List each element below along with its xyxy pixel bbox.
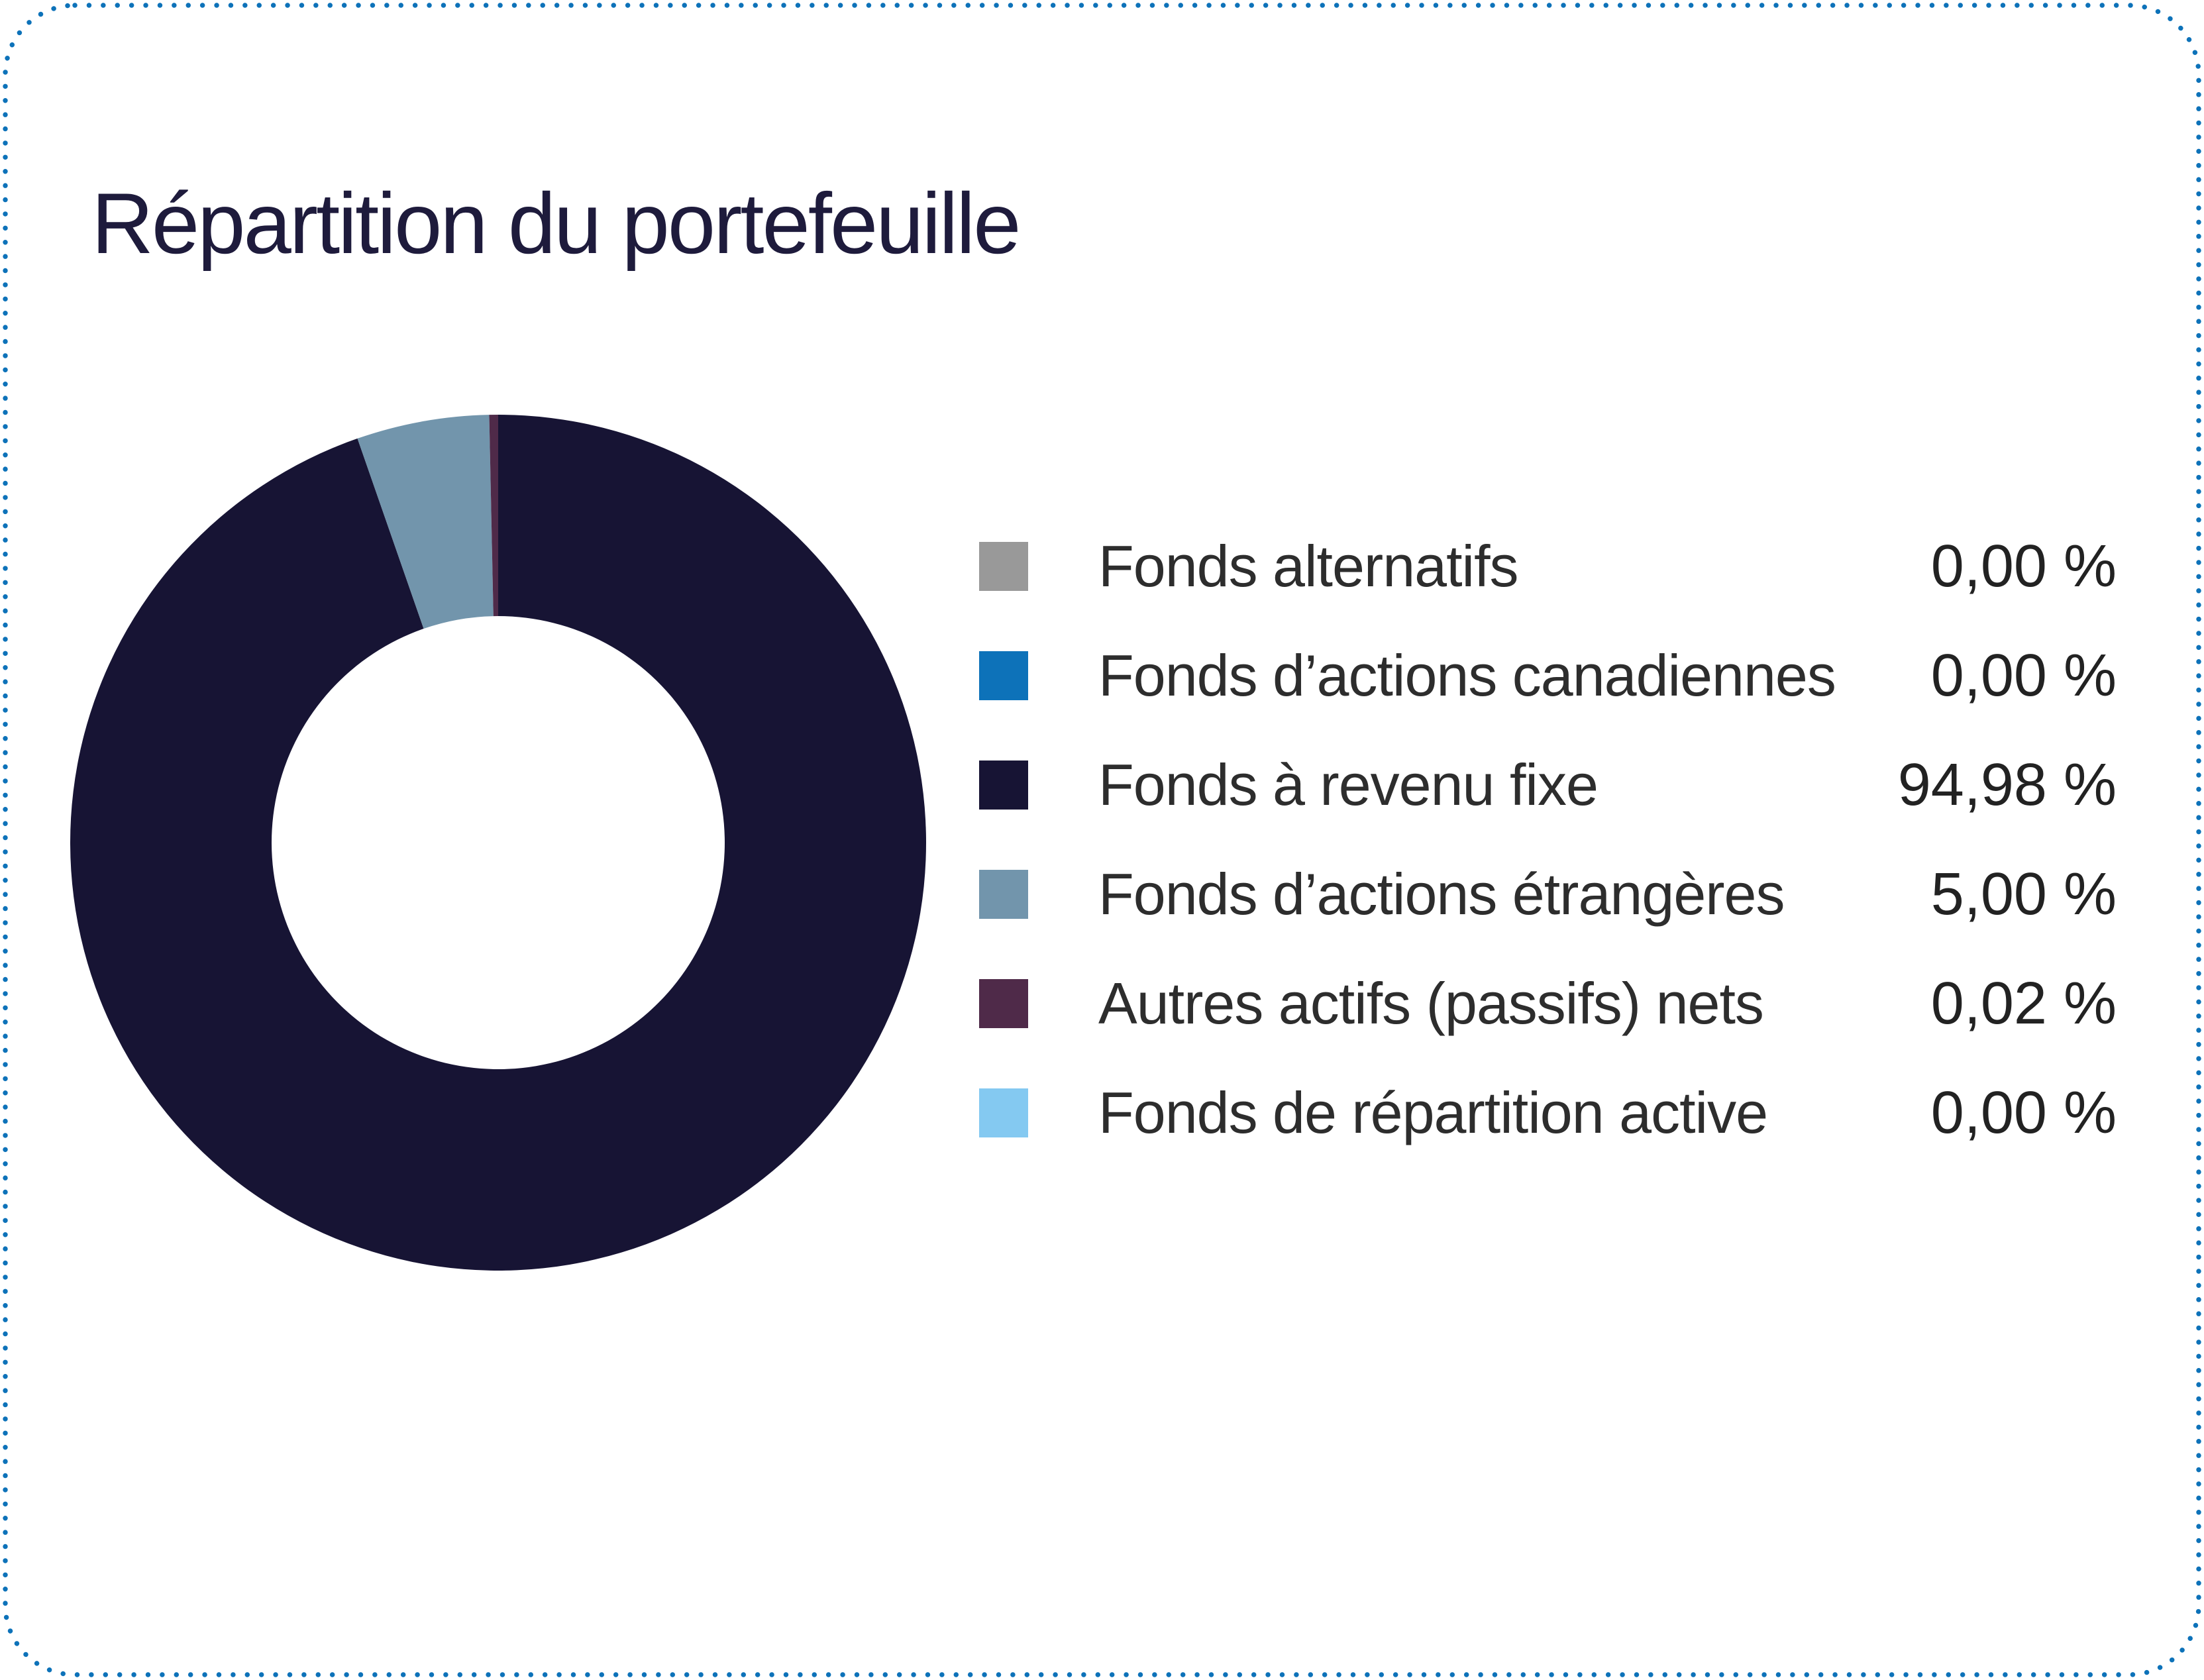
donut-slice-3[interactable] bbox=[357, 415, 494, 629]
legend-label: Fonds d’actions étrangères bbox=[1098, 861, 1785, 927]
legend-row-2[interactable]: Fonds à revenu fixe 94,98 % bbox=[979, 752, 2117, 818]
legend-swatch-icon bbox=[979, 979, 1028, 1028]
legend-label: Fonds à revenu fixe bbox=[1098, 752, 1599, 817]
legend-swatch-icon bbox=[979, 761, 1028, 810]
donut-slice-4[interactable] bbox=[489, 415, 498, 617]
legend-row-0[interactable]: Fonds alternatifs 0,00 % bbox=[979, 533, 2117, 600]
chart-legend: Fonds alternatifs 0,00 % Fonds d’actions… bbox=[979, 533, 2117, 1146]
donut-slice-2[interactable] bbox=[70, 415, 926, 1271]
legend-swatch-icon bbox=[979, 651, 1028, 700]
legend-row-5[interactable]: Fonds de répartition active 0,00 % bbox=[979, 1080, 2117, 1146]
legend-row-1[interactable]: Fonds d’actions canadiennes 0,00 % bbox=[979, 643, 2117, 709]
chart-title: Répartition du portefeuille bbox=[91, 175, 1021, 272]
legend-swatch-icon bbox=[979, 1088, 1028, 1137]
legend-label: Autres actifs (passifs) nets bbox=[1098, 971, 1764, 1036]
legend-label: Fonds de répartition active bbox=[1098, 1080, 1768, 1145]
legend-swatch-icon bbox=[979, 542, 1028, 591]
legend-value: 0,00 % bbox=[1930, 642, 2117, 709]
legend-label: Fonds d’actions canadiennes bbox=[1098, 643, 1836, 708]
legend-row-3[interactable]: Fonds d’actions étrangères 5,00 % bbox=[979, 861, 2117, 927]
legend-label: Fonds alternatifs bbox=[1098, 533, 1519, 599]
legend-value: 5,00 % bbox=[1930, 861, 2117, 927]
legend-value: 0,02 % bbox=[1930, 970, 2117, 1037]
legend-value: 0,00 % bbox=[1930, 533, 2117, 600]
legend-swatch-icon bbox=[979, 870, 1028, 919]
legend-value: 94,98 % bbox=[1897, 751, 2117, 818]
donut-chart bbox=[70, 415, 926, 1271]
legend-value: 0,00 % bbox=[1930, 1079, 2117, 1146]
legend-row-4[interactable]: Autres actifs (passifs) nets 0,02 % bbox=[979, 971, 2117, 1037]
